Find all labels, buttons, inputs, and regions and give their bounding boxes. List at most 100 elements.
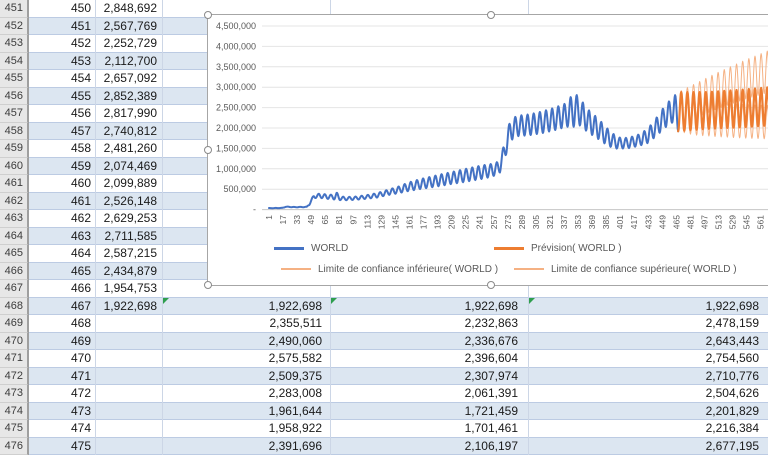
row-header[interactable]: 458 [0, 122, 28, 140]
table-row[interactable]: 473 472 2,283,008 2,061,391 2,504,626 [0, 385, 768, 403]
row-header[interactable]: 476 [0, 437, 28, 455]
cell-c461[interactable]: 2,099,889 [103, 176, 157, 190]
cell-f471[interactable]: 2,754,560 [705, 351, 759, 365]
row-header[interactable]: 455 [0, 70, 28, 88]
cell-b460[interactable]: 459 [70, 158, 91, 173]
cell-f472[interactable]: 2,710,776 [705, 368, 759, 383]
cell-b469[interactable]: 468 [70, 316, 91, 330]
row-header[interactable]: 468 [0, 297, 28, 315]
forecast-chart[interactable]: - 500,000 1,000,000 1,500,000 2,000,000 2,500… [204, 11, 768, 289]
legend-item[interactable]: WORLD [274, 242, 348, 254]
cell-b452[interactable]: 451 [70, 18, 91, 33]
cell-f473[interactable]: 2,504,626 [705, 386, 759, 400]
cell-d468[interactable]: 1,922,698 [268, 298, 322, 313]
chart-resize-handle[interactable] [487, 281, 495, 289]
row-header[interactable]: 475 [0, 420, 28, 438]
cell-e472[interactable]: 2,307,974 [464, 368, 518, 383]
table-row[interactable]: 468 467 1,922,698 1,922,698 1,922,698 1,922,6… [0, 297, 768, 315]
cell-b455[interactable]: 454 [70, 71, 91, 85]
cell-d471[interactable]: 2,575,582 [268, 351, 322, 365]
cell-b470[interactable]: 469 [70, 333, 91, 348]
table-row[interactable]: 476 475 2,391,696 2,106,197 2,677,195 [0, 437, 768, 455]
cell-d469[interactable]: 2,355,511 [269, 316, 323, 330]
cell-b453[interactable]: 452 [70, 36, 91, 50]
table-row[interactable]: 474 473 1,961,644 1,721,459 2,201,829 [0, 402, 768, 420]
cell-b474[interactable]: 473 [70, 403, 91, 418]
cell-b463[interactable]: 462 [70, 211, 91, 225]
table-row[interactable]: 469 468 2,355,511 2,232,863 2,478,159 [0, 315, 768, 333]
cell-d475[interactable]: 1,958,922 [268, 421, 322, 435]
row-header[interactable]: 470 [0, 332, 28, 350]
cell-c468[interactable]: 1,922,698 [103, 298, 157, 313]
cell-b473[interactable]: 472 [70, 386, 91, 400]
row-header[interactable]: 456 [0, 87, 28, 105]
cell-c460[interactable]: 2,074,469 [103, 158, 157, 173]
cell-e475[interactable]: 1,701,461 [464, 421, 518, 435]
cell-b472[interactable]: 471 [70, 368, 91, 383]
cell-b464[interactable]: 463 [70, 228, 91, 243]
cell-d470[interactable]: 2,490,060 [268, 333, 322, 348]
cell-f469[interactable]: 2,478,159 [705, 316, 759, 330]
cell-b459[interactable]: 458 [70, 141, 91, 155]
table-row[interactable]: 475 474 1,958,922 1,701,461 2,216,384 [0, 420, 768, 438]
row-header[interactable]: 474 [0, 402, 28, 420]
cell-f474[interactable]: 2,201,829 [705, 403, 759, 418]
row-header[interactable]: 451 [0, 0, 28, 18]
chart-resize-handle[interactable] [487, 11, 495, 19]
cell-b476[interactable]: 475 [70, 438, 91, 453]
cell-d474[interactable]: 1,961,644 [268, 403, 322, 418]
cell-c456[interactable]: 2,852,389 [103, 88, 157, 103]
row-header[interactable]: 469 [0, 315, 28, 333]
row-header[interactable]: 465 [0, 245, 28, 263]
table-row[interactable]: 470 469 2,490,060 2,336,676 2,643,443 [0, 332, 768, 350]
chart-resize-handle[interactable] [204, 146, 212, 154]
cell-e473[interactable]: 2,061,391 [464, 386, 518, 400]
row-header[interactable]: 472 [0, 367, 28, 385]
cell-e471[interactable]: 2,396,604 [464, 351, 518, 365]
cell-e474[interactable]: 1,721,459 [464, 403, 518, 418]
row-header[interactable]: 461 [0, 175, 28, 193]
cell-b456[interactable]: 455 [70, 88, 91, 103]
row-header[interactable]: 460 [0, 157, 28, 175]
row-header[interactable]: 471 [0, 350, 28, 368]
row-header[interactable]: 463 [0, 210, 28, 228]
row-header[interactable]: 452 [0, 17, 28, 35]
cell-b462[interactable]: 461 [70, 193, 91, 208]
cell-e469[interactable]: 2,232,863 [464, 316, 518, 330]
legend-item[interactable]: Prévision( WORLD ) [494, 242, 622, 254]
chart-resize-handle[interactable] [204, 281, 212, 289]
row-header[interactable]: 459 [0, 140, 28, 158]
cell-f476[interactable]: 2,677,195 [705, 438, 759, 453]
cell-d476[interactable]: 2,391,696 [268, 438, 322, 453]
row-header[interactable]: 454 [0, 52, 28, 70]
cell-c459[interactable]: 2,481,260 [103, 141, 157, 155]
row-header[interactable]: 453 [0, 35, 28, 53]
cell-e470[interactable]: 2,336,676 [464, 333, 518, 348]
cell-f470[interactable]: 2,643,443 [705, 333, 759, 348]
cell-c467[interactable]: 1,954,753 [103, 281, 157, 295]
row-header[interactable]: 464 [0, 227, 28, 245]
cell-f468[interactable]: 1,922,698 [705, 298, 759, 313]
cell-c452[interactable]: 2,567,769 [103, 18, 157, 33]
cell-b471[interactable]: 470 [70, 351, 91, 365]
cell-c457[interactable]: 2,817,990 [103, 106, 157, 120]
cell-c451[interactable]: 2,848,692 [103, 1, 157, 15]
table-row[interactable]: 471 470 2,575,582 2,396,604 2,754,560 [0, 350, 768, 368]
cell-b451[interactable]: 450 [70, 1, 91, 15]
cell-b466[interactable]: 465 [70, 263, 91, 278]
legend-item[interactable]: Limite de confiance supérieure( WORLD ) [514, 263, 737, 275]
cell-b454[interactable]: 453 [70, 53, 91, 68]
cell-e468[interactable]: 1,922,698 [464, 298, 518, 313]
cell-c463[interactable]: 2,629,253 [103, 211, 157, 225]
row-header[interactable]: 466 [0, 262, 28, 280]
chart-resize-handle[interactable] [204, 11, 212, 19]
row-header[interactable]: 457 [0, 105, 28, 123]
row-header[interactable]: 462 [0, 192, 28, 210]
table-row[interactable]: 467 466 1,954,753 [0, 280, 768, 298]
legend-item[interactable]: Limite de confiance inférieure( WORLD ) [281, 263, 498, 275]
cell-b457[interactable]: 456 [70, 106, 91, 120]
row-header[interactable]: 467 [0, 280, 28, 298]
cell-b461[interactable]: 460 [70, 176, 91, 190]
cell-c462[interactable]: 2,526,148 [103, 193, 157, 208]
